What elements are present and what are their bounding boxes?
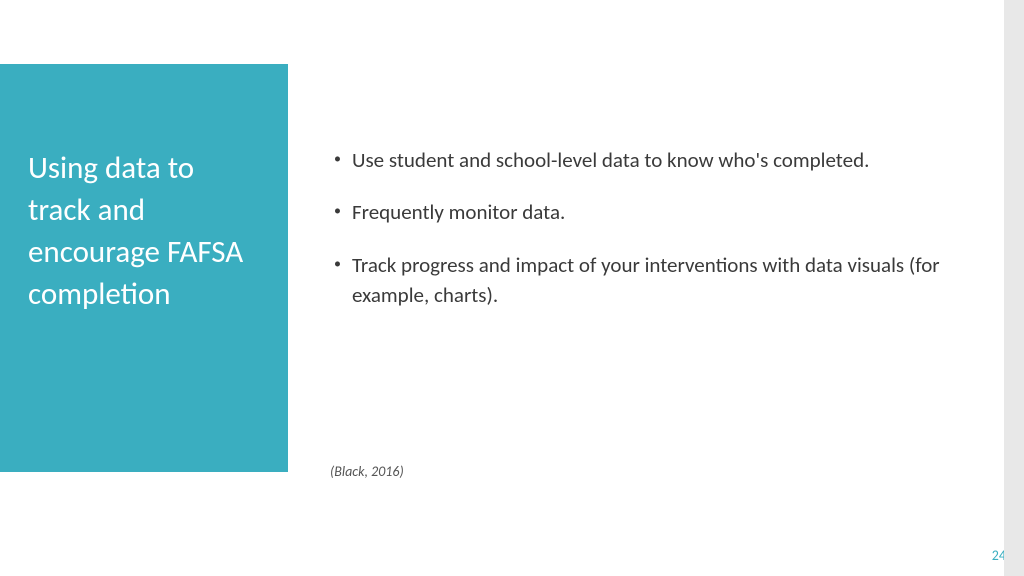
bullet-item: Frequently monitor data. bbox=[330, 197, 970, 227]
bullet-item: Track progress and impact of your interv… bbox=[330, 250, 970, 311]
slide-title: Using data to track and encourage FAFSA … bbox=[0, 64, 288, 315]
citation-text: (Black, 2016) bbox=[330, 463, 404, 480]
bullet-list: Use student and school-level data to kno… bbox=[330, 145, 970, 311]
content-area: Use student and school-level data to kno… bbox=[330, 145, 970, 333]
title-panel: Using data to track and encourage FAFSA … bbox=[0, 64, 288, 472]
scroll-strip bbox=[1004, 0, 1024, 576]
slide-container: Using data to track and encourage FAFSA … bbox=[0, 0, 1024, 576]
bullet-item: Use student and school-level data to kno… bbox=[330, 145, 970, 175]
